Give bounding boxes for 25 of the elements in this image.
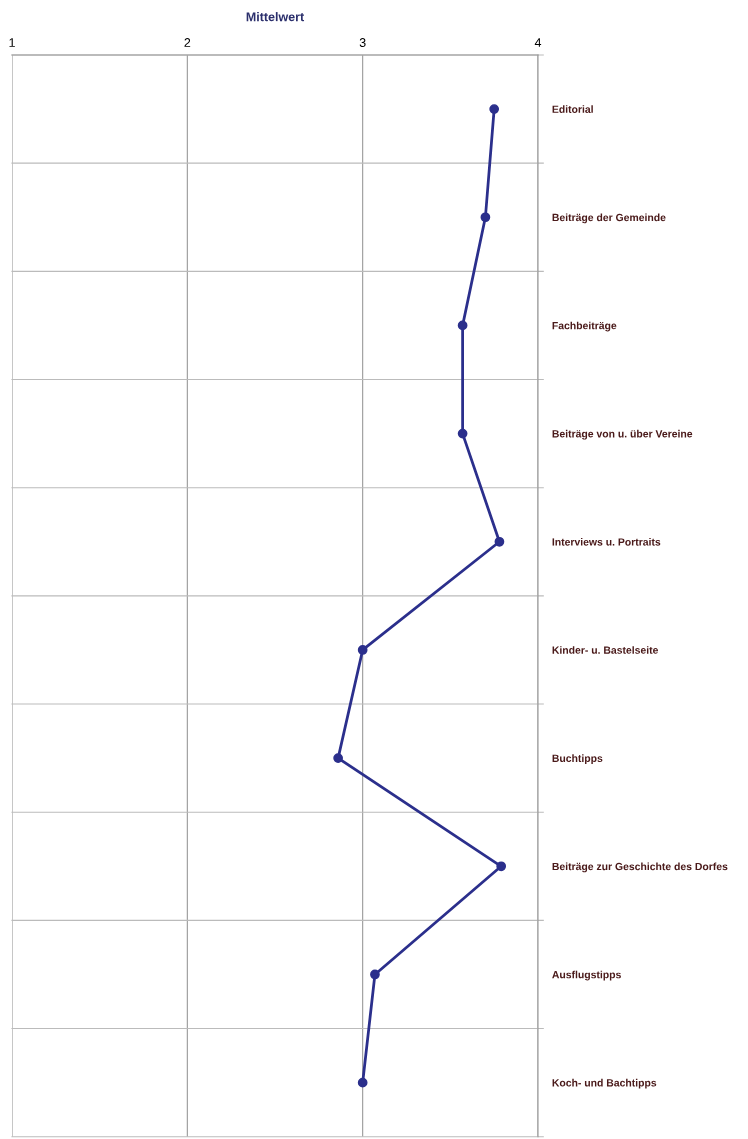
point [333,753,343,763]
y-tick-label: Beiträge zur Geschichte des Dorfes [552,862,728,873]
point [370,969,380,980]
y-tick-label: Ausflugstipps [552,970,621,981]
point [357,645,368,655]
point [489,104,500,114]
point [457,320,468,331]
point [480,212,491,223]
y-tick-label: Editorial [552,105,593,113]
y-tick-label: Buchtipps [552,754,603,765]
y-tick-label: Beiträge von u. über Vereine [552,429,693,440]
y-tick-label: Kinder- u. Bastelseite [552,646,659,654]
x-tick-label: 3 [359,38,366,47]
y-tick-label: Beiträge der Gemeinde [552,213,666,224]
point [457,428,468,439]
x-tick-label: 2 [184,38,191,47]
point [357,1077,368,1088]
x-axis-title: Mittelwert [246,12,305,22]
y-tick-label: Fachbeiträge [552,321,617,332]
point [494,536,505,547]
y-tick-label: Interviews u. Portraits [552,538,661,546]
point [496,861,507,872]
x-tick-label: 4 [534,38,542,47]
y-tick-label: Koch- und Bachtipps [552,1078,657,1089]
x-tick-label: 1 [9,38,15,47]
